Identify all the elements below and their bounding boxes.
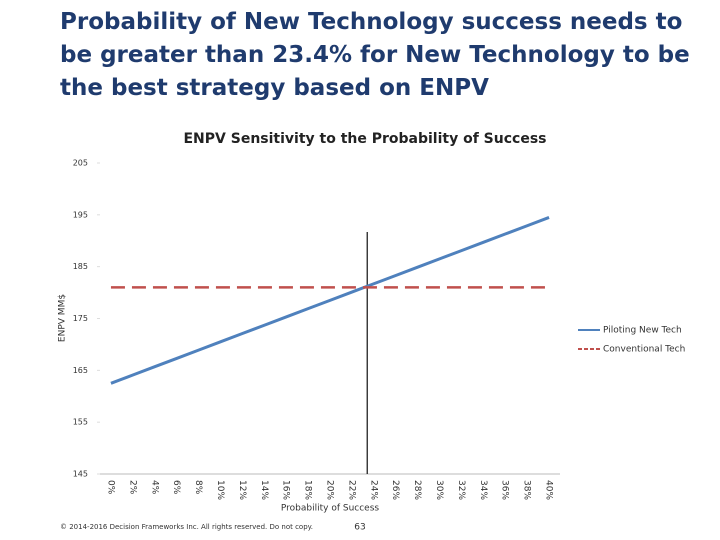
y-tick-label: 175 — [73, 314, 88, 323]
x-tick-label: 34% — [478, 480, 488, 500]
x-tick-label: 12% — [237, 480, 247, 500]
x-tick-label: 24% — [368, 480, 378, 500]
x-tick-label: 30% — [434, 480, 444, 500]
y-axis-label: ENPV MM$ — [58, 294, 68, 342]
legend-label: Conventional Tech — [603, 345, 685, 355]
x-tick-label: 32% — [456, 480, 466, 500]
footer: © 2014-2016 Decision Frameworks Inc. All… — [60, 523, 313, 531]
y-tick-label: 205 — [73, 159, 88, 168]
x-tick-label: 8% — [193, 480, 203, 495]
x-tick-label: 28% — [412, 480, 422, 500]
x-tick-label: 22% — [346, 480, 356, 500]
x-tick-label: 18% — [303, 480, 313, 500]
series-line — [110, 216, 550, 385]
x-tick-label: 36% — [500, 480, 510, 500]
chart-title: ENPV Sensitivity to the Probability of S… — [183, 131, 546, 147]
legend-label: Piloting New Tech — [603, 326, 682, 336]
y-tick-label: 145 — [73, 470, 88, 479]
y-tick-label: 155 — [73, 418, 88, 427]
x-tick-label: 2% — [127, 480, 137, 495]
x-tick-label: 10% — [215, 480, 225, 500]
x-tick-label: 0% — [105, 480, 115, 495]
y-tick-label: 165 — [73, 366, 88, 375]
x-tick-label: 6% — [171, 480, 181, 495]
x-tick-label: 16% — [281, 480, 291, 500]
x-tick-label: 4% — [149, 480, 159, 495]
slide-title: Probability of New Technology success ne… — [60, 9, 690, 101]
x-tick-label: 20% — [325, 480, 335, 500]
x-tick-label: 14% — [259, 480, 269, 500]
page-number: 63 — [354, 523, 365, 533]
y-tick-label: 185 — [73, 262, 88, 271]
x-tick-label: 40% — [544, 480, 554, 500]
x-axis-label: Probability of Success — [281, 504, 380, 514]
y-tick-label: 195 — [73, 210, 88, 219]
x-tick-label: 38% — [522, 480, 532, 500]
x-tick-label: 26% — [390, 480, 400, 500]
